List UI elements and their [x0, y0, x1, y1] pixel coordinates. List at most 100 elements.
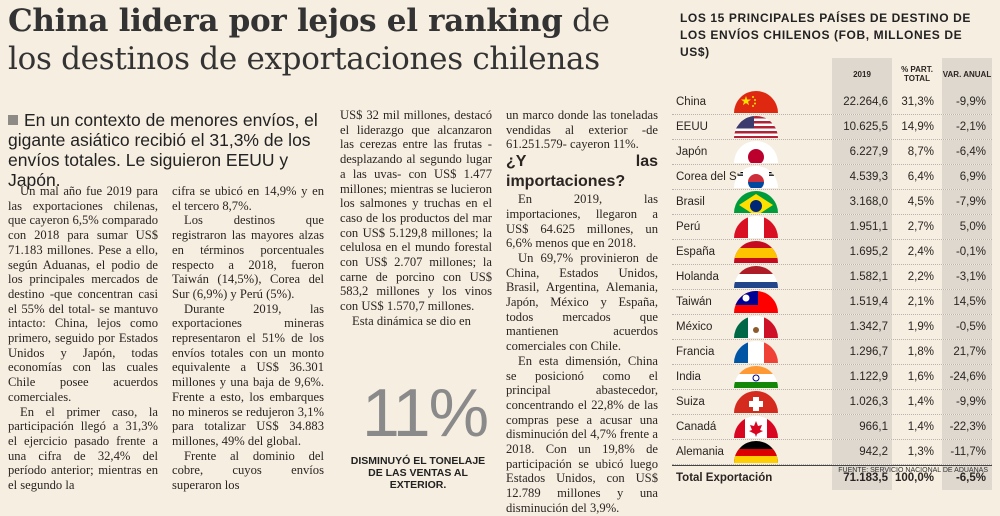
korea-flag-icon: [734, 166, 778, 188]
annual-change: -3,1%: [942, 265, 992, 289]
value-2019: 1.342,7: [832, 315, 892, 339]
value-2019: 1.582,1: [832, 265, 892, 289]
table-title: LOS 15 PRINCIPALES PAÍSES DE DESTINO DE …: [680, 11, 972, 59]
header-var: VAR. ANUAL: [942, 58, 992, 90]
annual-change: -0,1%: [942, 240, 992, 264]
column-2: cifra se ubicó en 14,9% y en el tercero …: [172, 184, 324, 493]
table-row: EEUU 10.625,5 14,9% -2,1%: [672, 115, 992, 140]
country-name: México: [676, 321, 713, 333]
india-flag-icon: [734, 366, 778, 388]
country-cell: EEUU: [672, 115, 832, 139]
paragraph: En 2019, las importaciones, llegaron a U…: [506, 192, 658, 251]
annual-change: 14,5%: [942, 290, 992, 314]
paragraph: US$ 32 mil millones, destacó el liderazg…: [340, 108, 492, 314]
country-name: Alemania: [676, 446, 724, 458]
taiwan-flag-icon: [734, 291, 778, 313]
annual-change: -24,6%: [942, 365, 992, 389]
china-flag-icon: [734, 91, 778, 113]
paragraph: Un mal año fue 2019 para las exportacion…: [8, 184, 158, 404]
share-total: 6,4%: [907, 171, 934, 183]
country-name: EEUU: [676, 121, 708, 133]
paragraph: Un 69,7% provinieron de China, Estados U…: [506, 250, 658, 354]
country-cell: Holanda: [672, 265, 832, 289]
column-1: Un mal año fue 2019 para las exportacion…: [8, 184, 158, 493]
value-2019: 6.227,9: [832, 140, 892, 164]
japan-flag-icon: [734, 141, 778, 163]
share-total: 1,4%: [907, 396, 934, 408]
share-total: 4,5%: [907, 196, 934, 208]
paragraph: Frente al dominio del cobre, cuyos envío…: [172, 448, 324, 493]
country-name: China: [676, 96, 707, 108]
share-total: 31,3%: [901, 96, 934, 108]
value-2019: 942,2: [832, 440, 892, 464]
total-part: 100,0%: [894, 472, 934, 484]
mexico-flag-icon: [734, 316, 778, 338]
bullet-square-icon: [8, 115, 18, 125]
source-note: FUENTE: SERVICIO NACIONAL DE ADUANAS: [838, 467, 988, 474]
annual-change: 6,9%: [942, 165, 992, 189]
paragraph: Esta dinámica se dio en: [352, 313, 471, 328]
paragraph: un marco donde las toneladas vendidas al…: [506, 108, 658, 152]
share-total: 8,7%: [907, 146, 934, 158]
header-part: % PART. TOTAL: [901, 65, 933, 83]
table-row: Holanda 1.582,1 2,2% -3,1%: [672, 265, 992, 290]
table-header: 2019 % PART. TOTAL VAR. ANUAL: [672, 58, 992, 90]
country-cell: México: [672, 315, 832, 339]
value-2019: 1.519,4: [832, 290, 892, 314]
country-cell: Francia: [672, 340, 832, 364]
usa-flag-icon: [734, 116, 778, 138]
table-row: Taiwán 1.519,4 2,1% 14,5%: [672, 290, 992, 315]
annual-change: -9,9%: [942, 90, 992, 114]
country-cell: España: [672, 240, 832, 264]
country-cell: Corea del Sur: [672, 165, 832, 189]
annual-change: -2,1%: [942, 115, 992, 139]
share-total: 1,3%: [907, 446, 934, 458]
country-name: España: [676, 246, 716, 258]
country-name: Taiwán: [676, 296, 712, 308]
country-cell: Taiwán: [672, 290, 832, 314]
value-2019: 1.695,2: [832, 240, 892, 264]
switzerland-flag-icon: [734, 391, 778, 413]
value-2019: 1.122,9: [832, 365, 892, 389]
annual-change: 21,7%: [942, 340, 992, 364]
share-total: 2,7%: [907, 221, 934, 233]
annual-change: -9,9%: [942, 390, 992, 414]
table-row: Canadá 966,1 1,4% -22,3%: [672, 415, 992, 440]
share-total: 14,9%: [901, 121, 934, 133]
annual-change: -6,4%: [942, 140, 992, 164]
column-3: US$ 32 mil millones, destacó el liderazg…: [340, 108, 492, 329]
table-row: México 1.342,7 1,9% -0,5%: [672, 315, 992, 340]
spain-flag-icon: [734, 241, 778, 263]
share-total: 2,1%: [907, 296, 934, 308]
total-label: Total Exportación: [676, 472, 773, 484]
column-4: un marco donde las toneladas vendidas al…: [506, 108, 658, 516]
annual-change: -7,9%: [942, 190, 992, 214]
destinations-table: 2019 % PART. TOTAL VAR. ANUAL China 22.26…: [672, 58, 992, 490]
paragraph: En el primer caso, la participación lleg…: [8, 404, 158, 493]
paragraph: En esta dimensión, China se posicionó co…: [506, 353, 658, 515]
paragraph: Durante 2019, las exportaciones mineras …: [172, 301, 324, 448]
table-row: Suiza 1.026,3 1,4% -9,9%: [672, 390, 992, 415]
country-name: Japón: [676, 146, 708, 158]
annual-change: -11,7%: [942, 440, 992, 464]
annual-change: 5,0%: [942, 215, 992, 239]
share-total: 1,8%: [907, 346, 934, 358]
canada-flag-icon: [734, 416, 778, 438]
headline: China lidera por lejos el ranking de los…: [8, 3, 610, 77]
netherlands-flag-icon: [734, 266, 778, 288]
annual-change: -0,5%: [942, 315, 992, 339]
table-row: Alemania 942,2 1,3% -11,7%: [672, 440, 992, 465]
table-row: China 22.264,6 31,3% -9,9%: [672, 90, 992, 115]
table-row: España 1.695,2 2,4% -0,1%: [672, 240, 992, 265]
country-cell: Japón: [672, 140, 832, 164]
country-cell: India: [672, 365, 832, 389]
paragraph: cifra se ubicó en 14,9% y en el tercero …: [172, 184, 324, 213]
country-name: India: [676, 371, 701, 383]
lead-paragraph: En un contexto de menores envíos, el gig…: [8, 110, 318, 190]
table-row: Japón 6.227,9 8,7% -6,4%: [672, 140, 992, 165]
country-name: Perú: [676, 221, 701, 233]
country-cell: China: [672, 90, 832, 114]
country-name: Holanda: [676, 271, 719, 283]
value-2019: 3.168,0: [832, 190, 892, 214]
value-2019: 1.951,1: [832, 215, 892, 239]
